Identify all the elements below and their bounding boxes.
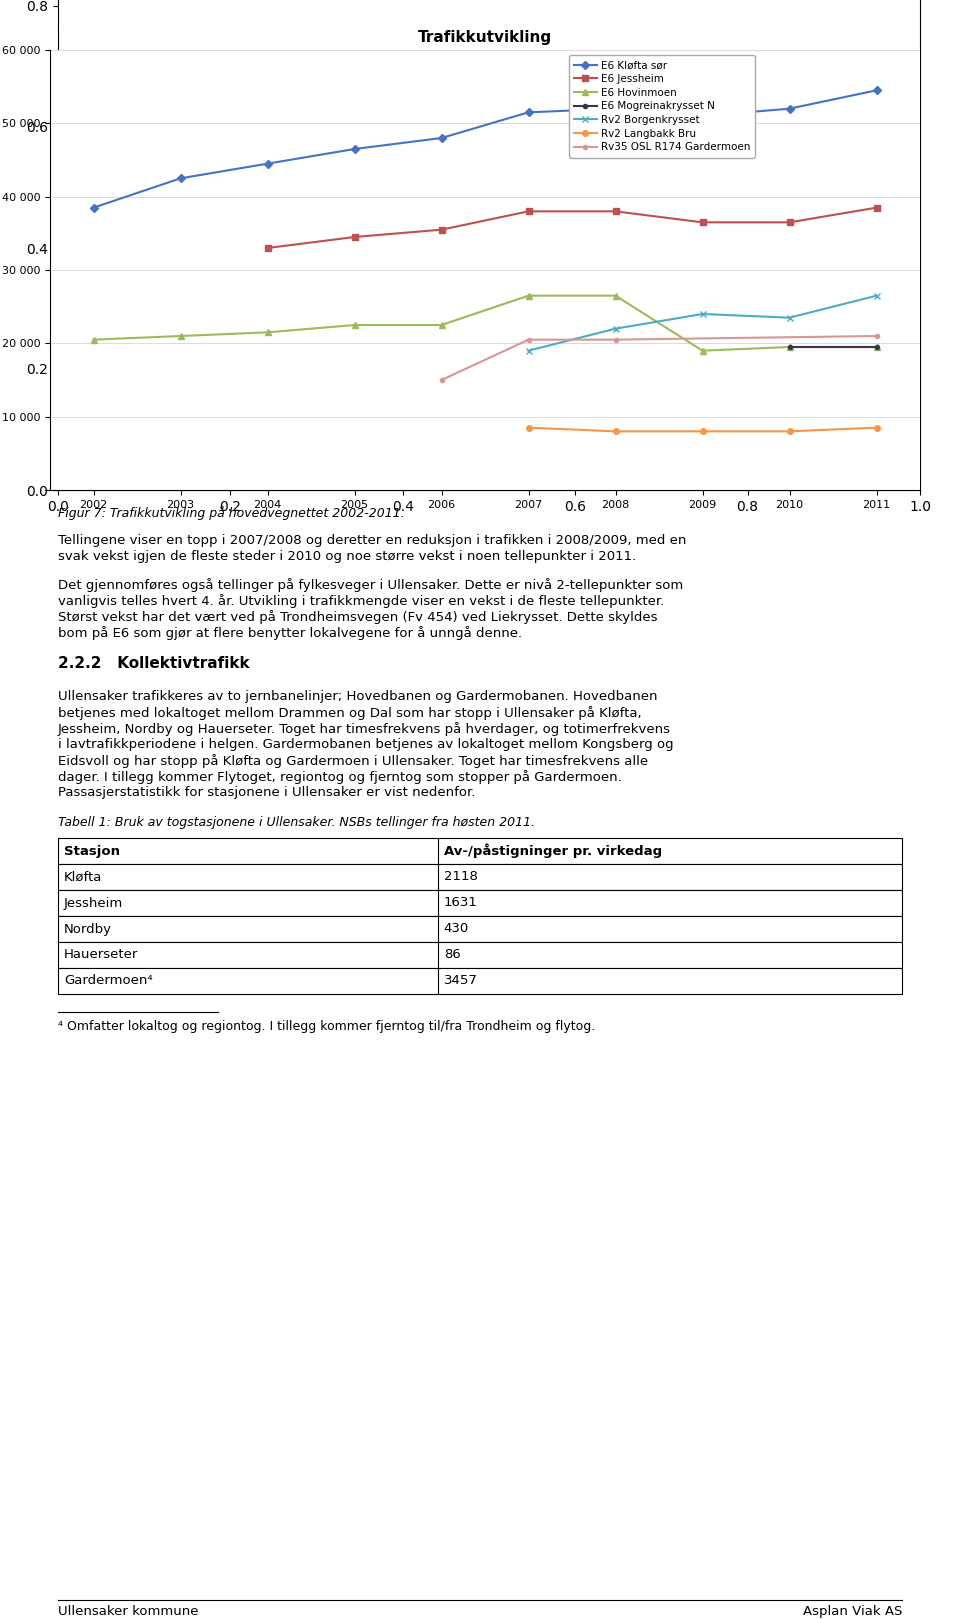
- Bar: [58, 941, 902, 969]
- Rv2 Langbakk Bru: [697, 421, 708, 441]
- E6 Jessheim: [697, 212, 708, 232]
- E6 Kløfta sør: [348, 139, 360, 159]
- E6 Kløfta sør: [436, 128, 447, 147]
- E6 Kløfta sør: [783, 99, 795, 118]
- Text: Det gjennomføres også tellinger på fylkesveger i Ullensaker. Dette er nivå 2-tel: Det gjennomføres også tellinger på fylke…: [58, 578, 684, 591]
- Text: Tellingene viser en topp i 2007/2008 og deretter en reduksjon i trafikken i 2008: Tellingene viser en topp i 2007/2008 og …: [58, 535, 686, 548]
- E6 Jessheim: [610, 201, 621, 220]
- Title: Trafikkutvikling: Trafikkutvikling: [418, 29, 552, 45]
- Text: 2118: 2118: [444, 870, 478, 883]
- E6 Mogreinakrysset N: [783, 337, 795, 356]
- Rv2 Borgenkrysset: [610, 319, 621, 339]
- E6 Mogreinakrysset N: [871, 337, 882, 356]
- Line: E6 Jessheim: E6 Jessheim: [265, 204, 879, 251]
- Text: 430: 430: [444, 922, 469, 935]
- E6 Jessheim: [523, 201, 535, 220]
- Text: svak vekst igjen de fleste steder i 2010 og noe større vekst i noen tellepunkter: svak vekst igjen de fleste steder i 2010…: [58, 551, 636, 564]
- Rv2 Borgenkrysset: [783, 308, 795, 327]
- Rv35 OSL R174 Gardermoen: [610, 330, 621, 350]
- E6 Hovinmoen: [175, 326, 186, 345]
- Text: bom på E6 som gjør at flere benytter lokalvegene for å unngå denne.: bom på E6 som gjør at flere benytter lok…: [58, 625, 522, 640]
- Text: 86: 86: [444, 948, 461, 962]
- E6 Kløfta sør: [697, 107, 708, 126]
- E6 Hovinmoen: [523, 287, 535, 306]
- E6 Hovinmoen: [697, 340, 708, 360]
- Text: i lavtrafikkperiodene i helgen. Gardermobanen betjenes av lokaltoget mellom Kong: i lavtrafikkperiodene i helgen. Gardermo…: [58, 739, 674, 752]
- Text: vanligvis telles hvert 4. år. Utvikling i trafikkmengde viser en vekst i de fles: vanligvis telles hvert 4. år. Utvikling …: [58, 595, 664, 608]
- Rv2 Borgenkrysset: [871, 287, 882, 306]
- Text: dager. I tillegg kommer Flytoget, regiontog og fjerntog som stopper på Gardermoe: dager. I tillegg kommer Flytoget, region…: [58, 770, 622, 784]
- Legend: E6 Kløfta sør, E6 Jessheim, E6 Hovinmoen, E6 Mogreinakrysset N, Rv2 Borgenkrysse: E6 Kløfta sør, E6 Jessheim, E6 Hovinmoen…: [568, 55, 756, 157]
- Text: ⁴ Omfatter lokaltog og regiontog. I tillegg kommer fjerntog til/fra Trondheim og: ⁴ Omfatter lokaltog og regiontog. I till…: [58, 1021, 595, 1034]
- E6 Kløfta sør: [871, 81, 882, 100]
- Rv2 Langbakk Bru: [871, 418, 882, 437]
- E6 Hovinmoen: [436, 316, 447, 335]
- E6 Jessheim: [871, 198, 882, 217]
- E6 Hovinmoen: [87, 330, 99, 350]
- Rv35 OSL R174 Gardermoen: [871, 326, 882, 345]
- Text: Nordby: Nordby: [64, 922, 112, 935]
- Text: Jessheim, Nordby og Hauerseter. Toget har timesfrekvens på hverdager, og totimer: Jessheim, Nordby og Hauerseter. Toget ha…: [58, 723, 671, 735]
- Text: 3457: 3457: [444, 975, 478, 988]
- E6 Kløfta sør: [87, 198, 99, 217]
- Text: Ullensaker trafikkeres av to jernbanelinjer; Hovedbanen og Gardermobanen. Hovedb: Ullensaker trafikkeres av to jernbanelin…: [58, 690, 658, 703]
- Rv35 OSL R174 Gardermoen: [523, 330, 535, 350]
- Rv2 Langbakk Bru: [610, 421, 621, 441]
- Text: Stasjon: Stasjon: [64, 844, 120, 857]
- Text: Eidsvoll og har stopp på Kløfta og Gardermoen i Ullensaker. Toget har timesfrekv: Eidsvoll og har stopp på Kløfta og Garde…: [58, 753, 648, 768]
- Text: Størst vekst har det vært ved på Trondheimsvegen (Fv 454) ved Liekrysset. Dette : Størst vekst har det vært ved på Trondhe…: [58, 611, 658, 624]
- Line: Rv2 Langbakk Bru: Rv2 Langbakk Bru: [526, 424, 879, 434]
- Text: Hauerseter: Hauerseter: [64, 948, 138, 962]
- Line: E6 Mogreinakrysset N: E6 Mogreinakrysset N: [787, 345, 878, 348]
- Rv35 OSL R174 Gardermoen: [436, 371, 447, 390]
- E6 Kløfta sør: [523, 102, 535, 122]
- Text: Figur 7: Trafikkutvikling på hovedvegnettet 2002-2011.: Figur 7: Trafikkutvikling på hovedvegnet…: [58, 505, 405, 520]
- Text: 20: 20: [884, 8, 902, 23]
- E6 Jessheim: [348, 227, 360, 246]
- Rv2 Langbakk Bru: [783, 421, 795, 441]
- Bar: [58, 889, 902, 915]
- Text: Passasjerstatistikk for stasjonene i Ullensaker er vist nedenfor.: Passasjerstatistikk for stasjonene i Ull…: [58, 786, 475, 799]
- Bar: [58, 863, 902, 889]
- Text: Jessheim: Jessheim: [64, 896, 123, 909]
- Bar: [58, 915, 902, 941]
- Text: 1631: 1631: [444, 896, 478, 909]
- Rv2 Borgenkrysset: [697, 305, 708, 324]
- Bar: [58, 969, 902, 995]
- Rv2 Langbakk Bru: [523, 418, 535, 437]
- Text: betjenes med lokaltoget mellom Drammen og Dal som har stopp i Ullensaker på Kløf: betjenes med lokaltoget mellom Drammen o…: [58, 706, 641, 719]
- Text: Trafikksikkerhetsplan 2013 – 2025: Trafikksikkerhetsplan 2013 – 2025: [58, 8, 295, 23]
- Line: Rv2 Borgenkrysset: Rv2 Borgenkrysset: [525, 292, 880, 355]
- E6 Kløfta sør: [262, 154, 274, 173]
- Text: Asplan Viak AS: Asplan Viak AS: [803, 1605, 902, 1618]
- E6 Hovinmoen: [783, 337, 795, 356]
- Line: E6 Kløfta sør: E6 Kløfta sør: [91, 87, 879, 211]
- E6 Kløfta sør: [175, 168, 186, 188]
- Text: Tabell 1: Bruk av togstasjonene i Ullensaker. NSBs tellinger fra høsten 2011.: Tabell 1: Bruk av togstasjonene i Ullens…: [58, 816, 535, 829]
- Rv2 Borgenkrysset: [523, 340, 535, 360]
- Text: Gardermoen⁴: Gardermoen⁴: [64, 975, 153, 988]
- Line: E6 Hovinmoen: E6 Hovinmoen: [91, 293, 879, 353]
- Bar: [58, 838, 902, 863]
- E6 Hovinmoen: [871, 337, 882, 356]
- Text: 2.2.2   Kollektivtrafikk: 2.2.2 Kollektivtrafikk: [58, 656, 250, 671]
- Text: Kløfta: Kløfta: [64, 870, 103, 883]
- Text: Ullensaker kommune: Ullensaker kommune: [58, 1605, 199, 1618]
- E6 Jessheim: [262, 238, 274, 258]
- E6 Jessheim: [783, 212, 795, 232]
- Text: Av-/påstigninger pr. virkedag: Av-/påstigninger pr. virkedag: [444, 844, 662, 859]
- E6 Kløfta sør: [610, 99, 621, 118]
- E6 Hovinmoen: [348, 316, 360, 335]
- E6 Jessheim: [436, 220, 447, 240]
- Line: Rv35 OSL R174 Gardermoen: Rv35 OSL R174 Gardermoen: [440, 334, 878, 382]
- E6 Hovinmoen: [262, 322, 274, 342]
- E6 Hovinmoen: [610, 287, 621, 306]
